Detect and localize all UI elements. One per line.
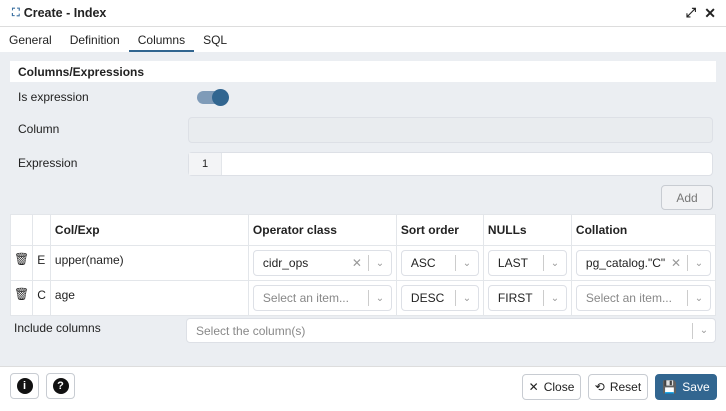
header-operator-class: Operator class [247,214,397,246]
selected-value: FIRST [497,291,533,305]
sort-order-select[interactable]: DESC ⌄ [400,285,479,311]
expand-icon[interactable]: ⤢ [685,5,696,20]
info-button[interactable]: i [10,373,39,399]
collation-select[interactable]: pg_catalog."C" ✕ ⌄ [575,250,711,276]
chevron-down-icon[interactable]: ⌄ [462,257,472,269]
expression-label: Expression [18,156,78,170]
tab-general[interactable]: General [9,33,52,47]
save-icon: 💾 [662,380,678,394]
collation-select[interactable]: Select an item... ⌄ [575,285,711,311]
sort-order-select[interactable]: ASC ⌄ [400,250,479,276]
index-icon: ⛶ [12,6,20,19]
tab-sql[interactable]: SQL [203,33,228,47]
close-icon[interactable]: ✕ [704,4,716,21]
x-icon: ✕ [528,380,539,394]
chevron-down-icon[interactable]: ⌄ [694,292,704,304]
close-label: Close [543,380,575,394]
row-col-exp: age [49,280,249,316]
header-nulls: NULLs [482,214,572,246]
selected-value: LAST [497,256,528,270]
expression-editor[interactable]: 1 [188,152,713,176]
tab-definition[interactable]: Definition [69,33,120,47]
save-label: Save [682,380,710,394]
row-col-exp: upper(name) [49,245,249,281]
chevron-down-icon[interactable]: ⌄ [375,257,385,269]
clear-icon[interactable]: ✕ [670,256,681,270]
save-button[interactable]: 💾 Save [655,374,717,400]
clear-icon[interactable]: ✕ [351,256,362,270]
tab-bar: General Definition Columns SQL [0,27,726,52]
header-collation: Collation [570,214,717,246]
expression-text [222,153,712,175]
table-row: 🗑 C age Select an item... ⌄ DESC ⌄ FIRST ⌄ … [9,280,717,316]
header-sort-order: Sort order [395,214,484,246]
operator-class-select[interactable]: Select an item... ⌄ [252,285,392,311]
is-expression-label: Is expression [18,90,89,104]
section-header: Columns/Expressions [10,61,716,82]
header-col-exp: Col/Exp [49,214,249,246]
help-icon: ? [52,378,69,394]
trash-icon[interactable]: 🗑 [9,280,34,316]
row-type: E [32,245,51,281]
dialog-title-bar: ⛶ Create - Index ⤢ ✕ [0,0,726,27]
placeholder: Select an item... [262,291,349,305]
table-row: 🗑 E upper(name) cidr_ops ✕ ⌄ ASC ⌄ LAST ⌄ pg… [9,245,717,281]
trash-icon[interactable]: 🗑 [9,245,34,281]
chevron-down-icon[interactable]: ⌄ [694,257,704,269]
selected-value: cidr_ops [262,256,309,270]
add-button[interactable]: Add [661,185,713,210]
columns-table: Col/Exp Operator class Sort order NULLs … [9,214,717,316]
placeholder: Select the column(s) [196,323,306,338]
reset-label: Reset [609,380,642,394]
chevron-down-icon[interactable]: ⌄ [462,292,472,304]
chevron-down-icon[interactable]: ⌄ [550,257,560,269]
column-label: Column [18,122,60,136]
nulls-select[interactable]: LAST ⌄ [487,250,567,276]
dialog-title: Create - Index [23,6,107,20]
selected-value: ASC [410,256,436,270]
nulls-select[interactable]: FIRST ⌄ [487,285,567,311]
tab-columns[interactable]: Columns [128,27,195,52]
reset-button[interactable]: ⟲ Reset [588,374,648,400]
row-type: C [32,280,51,316]
selected-value: pg_catalog."C" [585,256,666,270]
placeholder: Select an item... [585,291,672,305]
selected-value: DESC [410,291,445,305]
reset-icon: ⟲ [594,380,605,394]
close-button[interactable]: ✕ Close [522,374,581,400]
include-columns-label: Include columns [14,321,101,335]
is-expression-toggle[interactable] [197,89,229,106]
operator-class-select[interactable]: cidr_ops ✕ ⌄ [252,250,392,276]
help-button[interactable]: ? [46,373,75,399]
include-columns-select[interactable]: Select the column(s) ⌄ [186,318,716,343]
column-input[interactable] [188,117,713,143]
chevron-down-icon[interactable]: ⌄ [375,292,385,304]
info-icon: i [16,378,33,394]
chevron-down-icon[interactable]: ⌄ [550,292,560,304]
table-header-row: Col/Exp Operator class Sort order NULLs … [9,214,717,246]
chevron-down-icon[interactable]: ⌄ [699,325,709,336]
line-number: 1 [189,153,222,175]
